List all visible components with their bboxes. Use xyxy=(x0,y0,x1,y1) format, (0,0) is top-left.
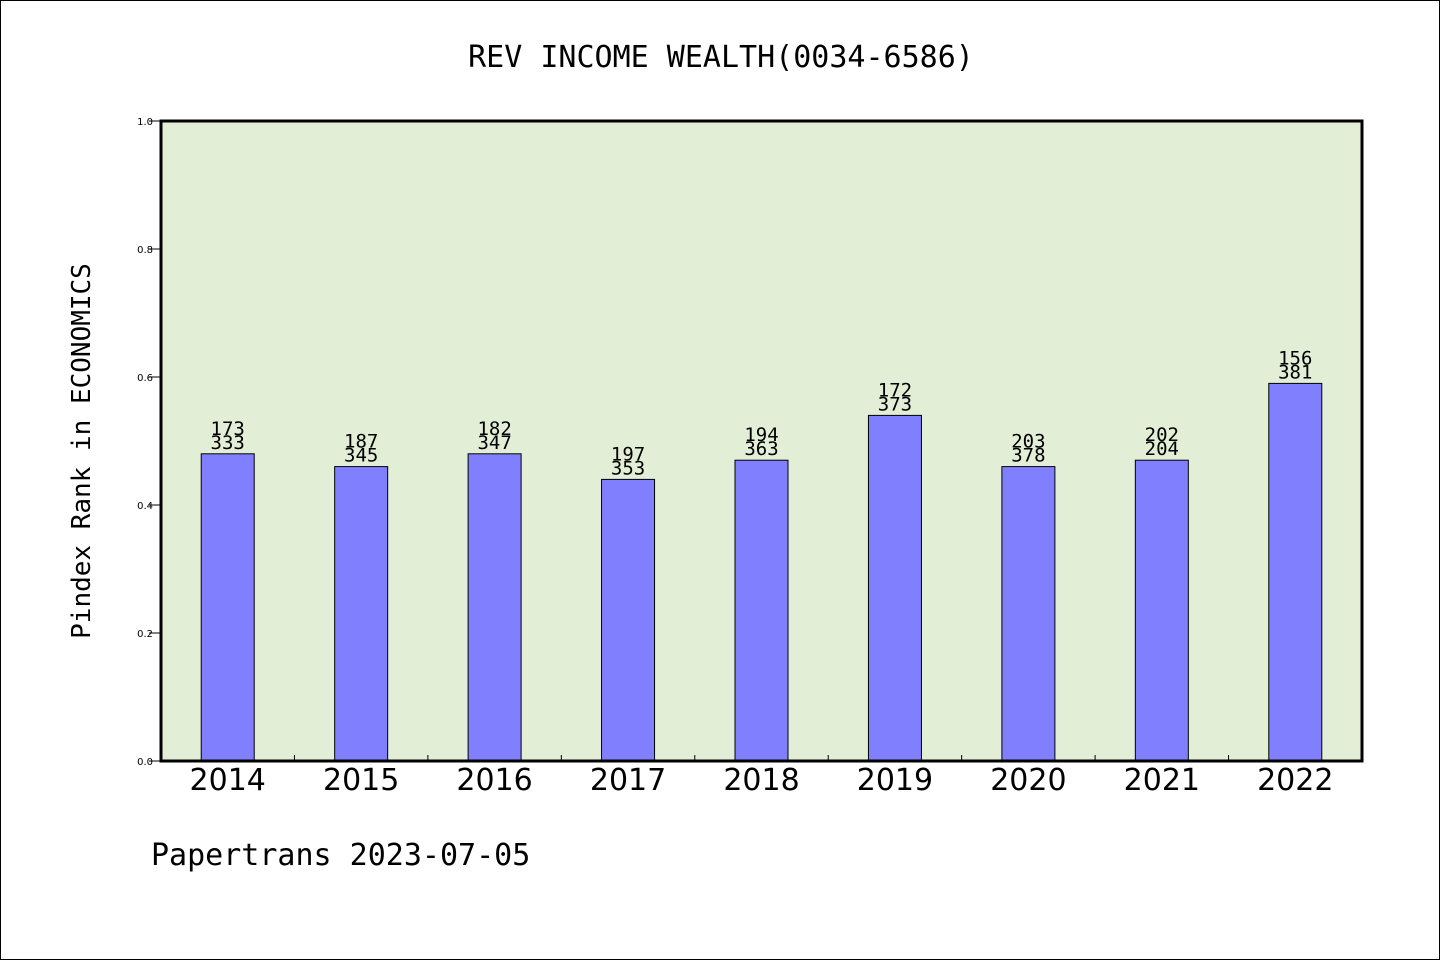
bar-label-top-2015: 187 xyxy=(344,431,378,453)
x-tick-label-2022: 2022 xyxy=(1257,763,1333,798)
bar-2022 xyxy=(1268,382,1323,762)
bar-label-top-2021: 202 xyxy=(1145,424,1179,446)
x-tick-label-2015: 2015 xyxy=(323,763,399,798)
bar-2020 xyxy=(1001,466,1056,762)
bar-2018 xyxy=(734,459,789,762)
x-axis: 2014 2015 2016 2017 2018 2019 2020 2021 2022 xyxy=(190,755,1333,798)
x-tick-label-2019: 2019 xyxy=(857,763,933,798)
x-tick-label-2020: 2020 xyxy=(990,763,1066,798)
bar-label-top-2018: 194 xyxy=(744,424,778,446)
bar-2016 xyxy=(467,453,522,762)
bar-label-top-2016: 182 xyxy=(477,418,511,440)
x-tick-label-2021: 2021 xyxy=(1124,763,1200,798)
y-tick-label: 0.0 xyxy=(137,757,153,768)
bar-label-bottom-2021: 204 xyxy=(1145,438,1179,460)
bar-2019 xyxy=(867,414,922,762)
y-tick-label: 0.6 xyxy=(137,373,153,384)
y-axis: 0.0 0.2 0.4 0.6 0.8 1.0 xyxy=(137,117,161,768)
bar-2017 xyxy=(601,478,656,762)
y-tick-label: 0.4 xyxy=(137,501,153,512)
bar-label-bottom-2016: 347 xyxy=(477,432,511,454)
bar-label-bottom-2017: 353 xyxy=(611,457,645,479)
bar-label-bottom-2019: 373 xyxy=(878,393,912,415)
y-tick-label: 0.2 xyxy=(137,629,153,640)
chart-title: REV INCOME WEALTH(0034-6586) xyxy=(468,40,974,75)
bar-label-top-2014: 173 xyxy=(211,418,245,440)
x-tick-label-2016: 2016 xyxy=(456,763,532,798)
plot-border xyxy=(159,119,1364,763)
bar-label-bottom-2022: 381 xyxy=(1278,361,1312,383)
bar-label-top-2019: 172 xyxy=(878,379,912,401)
x-tick-label-2014: 2014 xyxy=(190,763,266,798)
bar-label-bottom-2020: 378 xyxy=(1011,445,1045,467)
bar-label-top-2022: 156 xyxy=(1278,347,1312,369)
bars-group xyxy=(200,382,1323,762)
bar-2014 xyxy=(200,453,255,762)
bar-label-bottom-2014: 333 xyxy=(211,432,245,454)
y-tick-label: 1.0 xyxy=(137,117,153,128)
bar-2021 xyxy=(1134,459,1189,762)
y-axis-label: Pindex Rank in ECONOMICS xyxy=(67,263,97,639)
bar-2015 xyxy=(334,466,389,762)
bar-label-bottom-2018: 363 xyxy=(744,438,778,460)
x-tick-label-2018: 2018 xyxy=(723,763,799,798)
bar-label-top-2020: 203 xyxy=(1011,431,1045,453)
y-tick-label: 0.8 xyxy=(137,245,153,256)
bar-label-bottom-2015: 345 xyxy=(344,445,378,467)
footer-text: Papertrans 2023-07-05 xyxy=(151,838,530,873)
x-tick-label-2017: 2017 xyxy=(590,763,666,798)
bar-label-top-2017: 197 xyxy=(611,443,645,465)
